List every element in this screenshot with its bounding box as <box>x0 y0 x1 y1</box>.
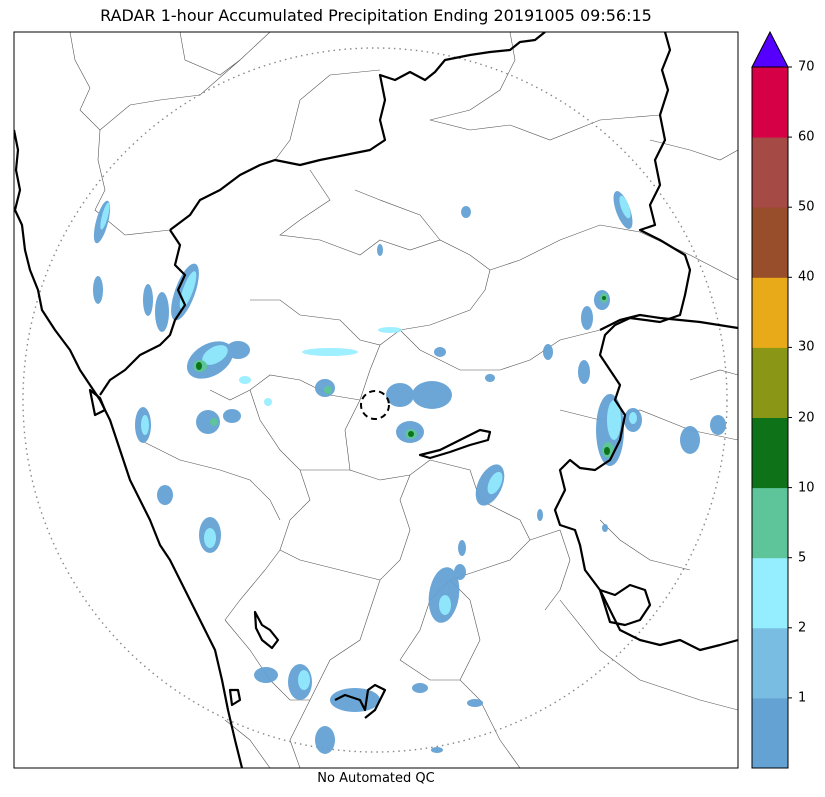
state-boundaries <box>14 32 738 768</box>
map-title: RADAR 1-hour Accumulated Precipitation E… <box>100 6 652 25</box>
colorbar-bin <box>752 627 788 699</box>
colorbar-bin <box>752 137 788 208</box>
colorbar-extend-arrow <box>751 30 789 68</box>
interstate-boundary-north-east <box>599 313 738 331</box>
map-panel <box>14 32 738 768</box>
colorbar-tick-label: 60 <box>798 129 815 145</box>
colorbar-bin <box>752 697 788 769</box>
colorbar-bin <box>752 347 788 418</box>
colorbar-bin <box>752 277 788 348</box>
colorbar-tick-label: 5 <box>798 550 807 566</box>
colorbar-tick-label: 10 <box>798 480 815 496</box>
qc-status-label: No Automated QC <box>317 771 435 786</box>
colorbar-tick-label: 1 <box>798 690 807 706</box>
colorbar-tick-label: 50 <box>798 199 815 215</box>
colorbar-tick-label: 30 <box>798 339 815 355</box>
interstate-boundary-south <box>334 683 387 719</box>
enclave-boundary <box>418 428 492 460</box>
colorbar <box>751 30 792 769</box>
colorbar-tick-label: 40 <box>798 269 815 285</box>
colorbar-bin <box>752 487 788 559</box>
radar-range-ring <box>22 47 728 753</box>
southeast-boundary <box>598 583 652 627</box>
coastline <box>14 129 244 768</box>
precipitation-cells <box>93 191 726 754</box>
colorbar-bin <box>752 67 788 138</box>
colorbar-tick-label: 2 <box>798 620 807 636</box>
colorbar-bin <box>752 417 788 489</box>
colorbar-bin <box>752 207 788 278</box>
colorbar-bin <box>752 557 788 629</box>
colorbar-tick-label: 70 <box>798 59 815 75</box>
colorbar-tick-label: 20 <box>798 410 815 425</box>
radar-site-marker <box>360 390 390 420</box>
coastal-island <box>88 388 107 417</box>
interstate-boundary-east <box>553 32 738 652</box>
map-frame <box>13 31 739 769</box>
southern-enclave <box>253 610 280 650</box>
interstate-boundary-west <box>99 32 546 396</box>
